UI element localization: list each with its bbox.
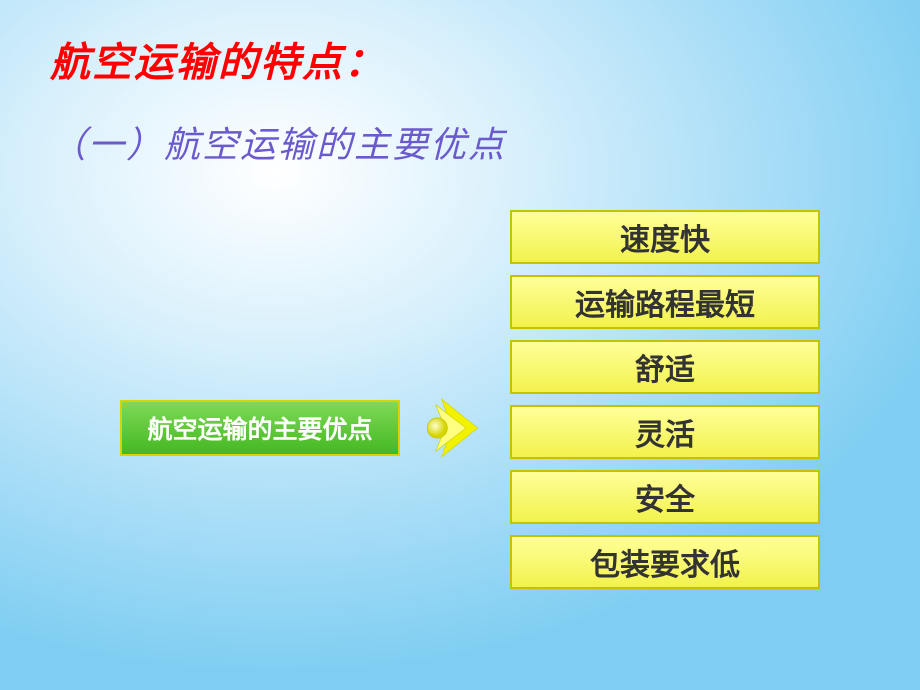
left-source-label: 航空运输的主要优点	[147, 410, 372, 446]
diagram-area: 航空运输的主要优点 速度快运输路程最短舒适灵活安全包装要求低	[0, 200, 920, 650]
slide-subtitle: （一）航空运输的主要优点	[50, 116, 870, 168]
slide-title: 航空运输的特点：	[50, 30, 870, 88]
arrow-icon	[420, 392, 492, 464]
right-item: 舒适	[510, 340, 820, 394]
right-item-label: 灵活	[635, 410, 695, 454]
right-item-label: 速度快	[620, 215, 710, 259]
right-item: 安全	[510, 470, 820, 524]
right-item-label: 运输路程最短	[575, 280, 755, 324]
right-item: 灵活	[510, 405, 820, 459]
left-source-box: 航空运输的主要优点	[120, 400, 400, 456]
slide: 航空运输的特点： （一）航空运输的主要优点 航空运输的主要优点	[0, 0, 920, 690]
right-item: 运输路程最短	[510, 275, 820, 329]
right-item-label: 包装要求低	[590, 540, 740, 584]
right-item: 包装要求低	[510, 535, 820, 589]
right-item-label: 舒适	[635, 345, 695, 389]
right-item-column: 速度快运输路程最短舒适灵活安全包装要求低	[510, 210, 820, 589]
right-item-label: 安全	[635, 475, 695, 519]
right-item: 速度快	[510, 210, 820, 264]
